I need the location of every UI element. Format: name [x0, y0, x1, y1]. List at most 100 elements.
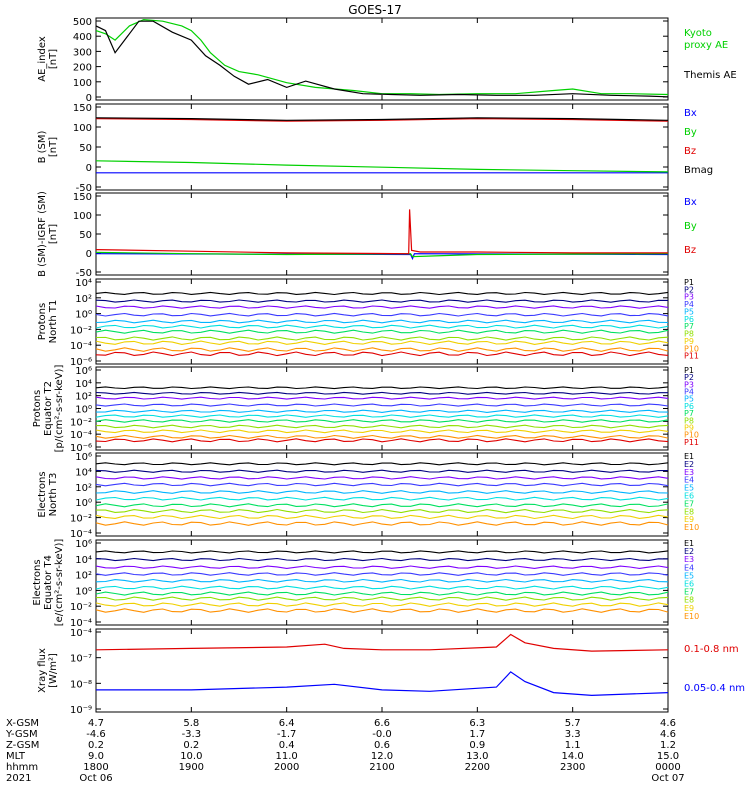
- x-axis-value: 5.8: [183, 718, 199, 729]
- y-tick-label: 10⁻⁸: [70, 679, 92, 690]
- legend-label: P7: [684, 322, 694, 331]
- legend-label: 0.05-0.4 nm: [684, 683, 745, 694]
- legend-label: P11: [684, 438, 699, 447]
- x-axis-value: 2300: [560, 762, 585, 773]
- y-axis-label: [p/(cm²-s-sr-keV)]: [54, 365, 65, 453]
- y-tick-label: 10⁻⁷: [70, 654, 92, 665]
- channel-line: [95, 396, 669, 400]
- channel-line: [95, 514, 669, 520]
- legend-label: P7: [684, 409, 694, 418]
- x-axis-value: 2200: [465, 762, 490, 773]
- y-tick-label: 50: [79, 143, 92, 154]
- legend-label: Themis AE: [683, 70, 737, 81]
- legend-label: E7: [684, 588, 694, 597]
- x-axis-value: 0000: [655, 762, 680, 773]
- x-axis-row-label: Y-GSM: [5, 729, 38, 740]
- y-axis-label: Protons: [37, 303, 48, 340]
- channel-line: [95, 312, 669, 317]
- channel-line: [95, 429, 669, 434]
- channel-line: [95, 324, 669, 329]
- x-axis-value: 0.4: [279, 740, 295, 751]
- y-tick-label: 10⁴: [75, 467, 92, 478]
- legend-label: E6: [684, 492, 694, 501]
- legend-label: E1: [684, 539, 694, 548]
- panel-7: Electrons Equator T4 [e/(cm²-s-sr-keV)] 10⁶…: [32, 539, 699, 629]
- y-tick-label: 10²: [75, 483, 92, 494]
- channel-line: [95, 403, 669, 407]
- channel-line: [95, 305, 669, 309]
- x-axis-value: 0.6: [374, 740, 390, 751]
- x-axis-value: -0.0: [372, 729, 392, 740]
- channel-line: [95, 482, 669, 487]
- series-line-bz: [95, 117, 669, 122]
- channel-line: [95, 414, 669, 418]
- y-tick-label: 10⁶: [75, 452, 92, 463]
- x-axis-value: Oct 06: [79, 773, 112, 784]
- legend-label: E6: [684, 580, 694, 589]
- legend-label: P10: [684, 431, 699, 440]
- channel-line: [95, 557, 669, 562]
- channel-line: [95, 591, 669, 596]
- legend-label: E5: [684, 484, 694, 493]
- y-tick-label: 400: [73, 32, 92, 43]
- panel-2: B (SM) [nT] 150 100 50 0 -50 Bx By Bz Bmag: [37, 103, 713, 194]
- x-axis-value: 5.7: [565, 718, 581, 729]
- x-axis-value: -4.6: [86, 729, 106, 740]
- y-tick-label: 100: [73, 123, 92, 134]
- x-axis-value: 4.6: [660, 718, 676, 729]
- y-tick-label: 500: [73, 17, 92, 28]
- legend-label: P8: [684, 330, 694, 339]
- channel-line: [95, 391, 668, 395]
- x-axis-value: 10.0: [180, 751, 202, 762]
- legend-label: E2: [684, 547, 694, 556]
- y-tick-label: 10⁰: [75, 310, 92, 321]
- x-axis-value: 1.2: [660, 740, 676, 751]
- x-axis-value: -1.7: [277, 729, 297, 740]
- y-tick-label: 10⁰: [75, 405, 92, 416]
- legend-label: E4: [684, 563, 694, 572]
- legend-label: E9: [684, 604, 694, 613]
- channel-line: [95, 602, 669, 607]
- series-line-by: [95, 160, 669, 173]
- y-axis-label: [nT]: [48, 49, 59, 69]
- y-tick-label: 10⁴: [75, 278, 92, 289]
- y-tick-label: 10⁻²: [70, 514, 92, 525]
- x-axis-value: 1.7: [469, 729, 485, 740]
- y-axis-label: [nT]: [48, 137, 59, 157]
- legend-label: P6: [684, 402, 694, 411]
- legend-label: P11: [684, 352, 699, 361]
- y-tick-label: 0: [86, 249, 92, 260]
- x-axis-value: 9.0: [88, 751, 104, 762]
- y-axis-label: B (SM)-IGRF (SM): [37, 191, 48, 277]
- legend-label: P3: [684, 380, 694, 389]
- y-axis-label: [e/(cm²-s-sr-keV)]: [54, 539, 65, 627]
- y-tick-label: 10⁻⁴: [70, 628, 92, 639]
- x-axis-row-label: 2021: [6, 773, 31, 784]
- x-axis-value: 6.4: [279, 718, 295, 729]
- series-line-0-05-0-4-nm: [96, 671, 669, 697]
- channel-line: [95, 291, 669, 296]
- channel-line: [95, 578, 669, 583]
- channel-line: [95, 572, 669, 576]
- channel-line: [95, 503, 669, 508]
- y-axis-label: North T3: [48, 473, 59, 517]
- channel-line: [95, 469, 669, 473]
- legend-label: 0.1-0.8 nm: [684, 644, 739, 655]
- y-tick-label: 10⁴: [75, 555, 92, 566]
- channel-line: [96, 596, 669, 601]
- y-tick-label: 10²: [75, 294, 92, 305]
- panel-3: B (SM)-IGRF (SM) [nT] 150 100 50 0 -50 Bx By Bz: [37, 191, 697, 279]
- y-tick-label: 0: [86, 163, 92, 174]
- legend-label: E5: [684, 571, 694, 580]
- legend-label: P5: [684, 395, 694, 404]
- channel-line: [95, 608, 669, 613]
- y-axis-label: [nT]: [48, 224, 59, 244]
- series-line-0-1-0-8-nm: [95, 633, 669, 652]
- x-axis-row-label: hhmm: [6, 762, 38, 773]
- x-axis-value: 6.6: [374, 718, 390, 729]
- y-tick-label: 10⁶: [75, 539, 92, 550]
- y-tick-label: 10⁻⁶: [70, 443, 92, 454]
- channel-line: [95, 351, 669, 357]
- channel-line: [95, 476, 669, 480]
- channel-line: [95, 565, 669, 569]
